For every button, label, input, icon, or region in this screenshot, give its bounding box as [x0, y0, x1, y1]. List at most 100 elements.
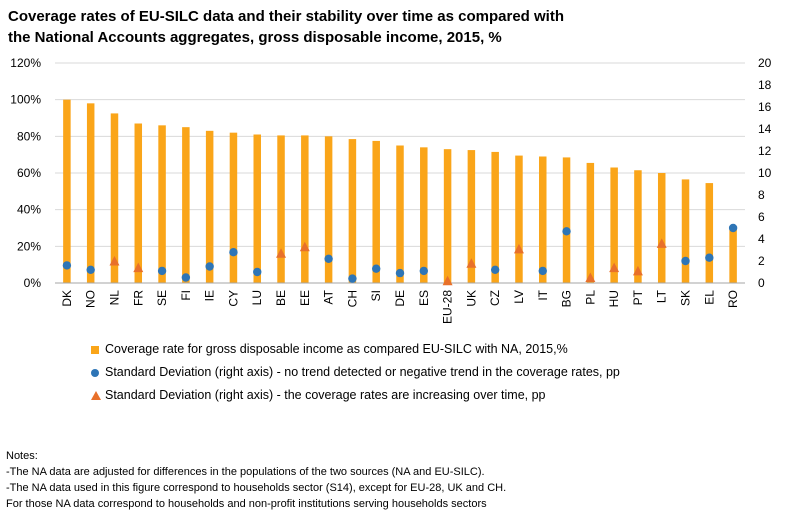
- y-right-tick-label: 12: [758, 144, 772, 158]
- legend-item-std-no-trend: Standard Deviation (right axis) - no tre…: [91, 361, 620, 384]
- y-right-tick-label: 0: [758, 276, 765, 290]
- std-dev-point-triangle: [513, 243, 524, 254]
- bar: [301, 135, 309, 283]
- std-dev-point-triangle: [609, 262, 620, 273]
- chart-plot: 0% 20% 40% 60% 80% 100% 120% 0 2 4 6 8 10 12 14 16 18 20 D…: [10, 56, 772, 324]
- x-tick-label: DK: [60, 290, 74, 307]
- bar: [515, 155, 523, 283]
- std-dev-point-triangle: [585, 272, 596, 282]
- std-dev-point-triangle: [442, 275, 453, 286]
- std-dev-point-circle: [490, 265, 500, 274]
- bar: [324, 136, 333, 283]
- std-dev-point-circle: [681, 256, 690, 266]
- std-dev-point-triangle: [276, 248, 287, 258]
- bar: [705, 183, 714, 283]
- std-dev-point-circle: [562, 227, 571, 236]
- chart-title-line-2: the National Accounts aggregates, gross …: [8, 29, 502, 46]
- legend-swatch-bar: [91, 346, 99, 354]
- x-tick-label: SE: [155, 290, 169, 306]
- y-left-tick-label: 20%: [17, 239, 41, 253]
- x-tick-label: AT: [322, 289, 336, 304]
- x-tick-label: DE: [393, 290, 407, 307]
- std-dev-point-circle: [728, 223, 738, 233]
- std-dev-point-circle: [181, 273, 191, 282]
- bar: [229, 132, 238, 283]
- x-tick-label: PL: [583, 290, 597, 305]
- std-dev-point-circle: [157, 266, 167, 276]
- note-line-1: -The NA data are adjusted for difference…: [6, 466, 485, 478]
- note-line-2: -The NA data used in this figure corresp…: [6, 482, 507, 494]
- x-tick-label: HU: [607, 290, 621, 307]
- chart-legend: Coverage rate for gross disposable incom…: [91, 338, 620, 407]
- x-tick-label: CZ: [488, 290, 502, 306]
- std-dev-point-circle: [324, 254, 333, 263]
- bar: [86, 103, 95, 283]
- bar: [63, 99, 71, 284]
- bar: [158, 125, 166, 283]
- bar: [372, 140, 380, 283]
- bar: [348, 139, 357, 283]
- std-dev-point-circle: [419, 266, 428, 276]
- x-tick-label: SI: [369, 290, 383, 301]
- y-right-tick-label: 10: [758, 166, 772, 180]
- y-left-tick-label: 0%: [24, 276, 42, 290]
- bar: [610, 167, 618, 283]
- y-right-tick-label: 4: [758, 232, 765, 246]
- bar: [562, 157, 571, 283]
- bar: [396, 145, 404, 283]
- y-left-tick-label: 100%: [10, 93, 41, 107]
- x-tick-label: SK: [679, 290, 693, 306]
- bar: [182, 127, 190, 284]
- bar: [134, 123, 143, 283]
- x-tick-label: RO: [726, 290, 740, 308]
- x-tick-label: FI: [179, 290, 193, 301]
- std-dev-point-triangle: [632, 265, 643, 276]
- x-tick-label: CH: [345, 290, 359, 307]
- std-dev-point-triangle: [656, 238, 667, 248]
- legend-item-std-increasing: Standard Deviation (right axis) - the co…: [91, 384, 620, 407]
- y-right-tick-label: 6: [758, 210, 765, 224]
- y-right-tick-label: 18: [758, 78, 772, 92]
- bar: [657, 173, 666, 283]
- legend-label-std-increasing: Standard Deviation (right axis) - the co…: [105, 388, 546, 402]
- notes: Notes: -The NA data are adjusted for dif…: [6, 448, 506, 512]
- bar: [491, 151, 499, 283]
- legend-label-coverage: Coverage rate for gross disposable incom…: [105, 342, 568, 356]
- x-tick-label: EU-28: [441, 290, 455, 324]
- bar: [277, 135, 285, 283]
- y-left-tick-label: 80%: [17, 129, 41, 143]
- x-tick-label: LT: [655, 289, 669, 303]
- x-tick-label: NL: [107, 290, 121, 306]
- y-left-tick-label: 60%: [17, 166, 41, 180]
- x-tick-label: CY: [226, 290, 240, 307]
- std-dev-point-triangle: [299, 241, 310, 252]
- bar: [205, 130, 214, 283]
- y-right-tick-label: 16: [758, 100, 772, 114]
- bar: [586, 162, 595, 283]
- y-right-tick-label: 2: [758, 254, 765, 268]
- x-tick-label: EL: [702, 290, 716, 305]
- x-tick-label: BG: [560, 290, 574, 307]
- x-tick-label: ES: [417, 290, 431, 306]
- notes-heading: Notes:: [6, 450, 38, 462]
- std-dev-point-circle: [538, 266, 547, 276]
- std-dev-point-circle: [62, 261, 72, 270]
- std-dev-point-circle: [253, 267, 262, 277]
- std-dev-point-triangle: [133, 262, 144, 273]
- bar: [467, 150, 476, 283]
- x-tick-label: UK: [464, 290, 478, 307]
- std-dev-point-circle: [372, 264, 381, 273]
- y-left-tick-label: 120%: [10, 56, 41, 70]
- legend-swatch-triangle: [91, 391, 101, 400]
- x-tick-label: FR: [131, 290, 145, 306]
- bar: [420, 147, 428, 283]
- x-tick-label: BE: [274, 290, 288, 306]
- std-dev-point-circle: [86, 265, 95, 274]
- x-tick-label: EE: [298, 290, 312, 306]
- x-tick-label: PT: [631, 289, 645, 305]
- std-dev-point-triangle: [109, 256, 120, 266]
- bar: [681, 179, 690, 283]
- x-tick-label: LV: [512, 290, 526, 304]
- bar: [634, 170, 642, 283]
- bar: [253, 134, 261, 283]
